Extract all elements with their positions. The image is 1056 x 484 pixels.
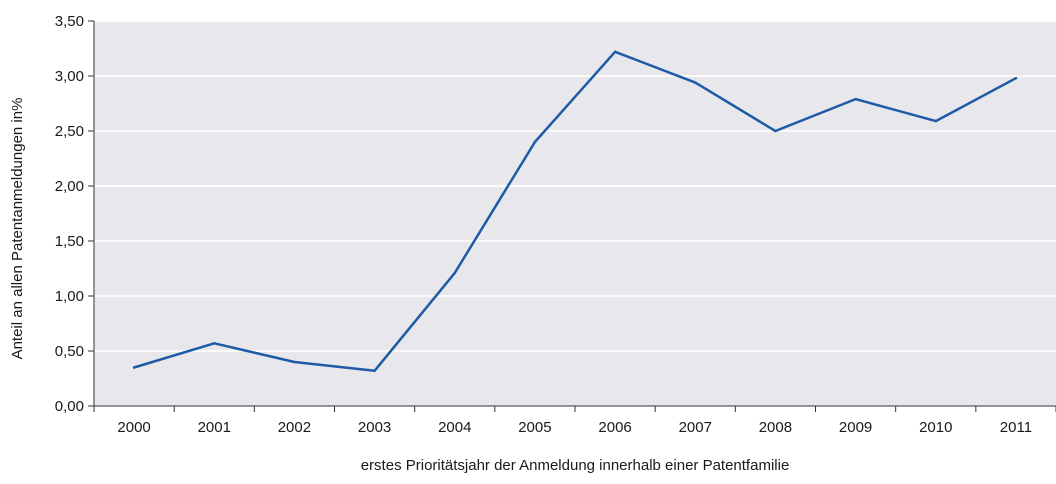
y-tick-label: 2,50 — [55, 123, 84, 140]
data-point — [132, 366, 136, 369]
x-tick-label: 2009 — [839, 419, 872, 436]
x-tick-label: 2008 — [759, 419, 792, 436]
x-tick-label: 2000 — [117, 419, 150, 436]
series-layer — [132, 50, 1018, 373]
x-axis-ticks: 2000 2001 2002 2003 2004 2005 2006 2007 2008 2009… — [93, 406, 1056, 436]
y-tick-label: 0,50 — [55, 343, 84, 360]
data-point — [453, 271, 456, 275]
x-tick-label: 2001 — [198, 419, 231, 436]
data-point — [533, 140, 537, 144]
data-point — [373, 369, 376, 372]
y-tick-label: 0,00 — [55, 398, 84, 415]
data-point — [213, 342, 216, 345]
x-tick-label: 2002 — [278, 419, 311, 436]
x-tick-label: 2004 — [438, 419, 471, 436]
series-line — [132, 50, 1018, 373]
data-point — [1014, 77, 1018, 80]
x-tick-label: 2006 — [598, 419, 631, 436]
data-point — [854, 97, 857, 101]
x-axis-title: erstes Prioritätsjahr der Anmeldung inne… — [361, 457, 790, 474]
data-point — [934, 119, 937, 123]
data-point — [613, 50, 617, 53]
y-axis-ticks: 0,00 0,50 1,00 1,50 2,00 2,50 3,00 3,50 — [55, 13, 94, 415]
y-tick-label: 1,50 — [55, 233, 84, 250]
x-tick-label: 2010 — [919, 419, 952, 436]
x-tick-label: 2007 — [679, 419, 712, 436]
x-tick-label: 2011 — [1000, 419, 1032, 436]
y-tick-label: 3,50 — [55, 13, 84, 30]
y-tick-label: 3,00 — [55, 68, 84, 85]
plot-area — [94, 21, 1056, 406]
x-tick-label: 2003 — [358, 419, 391, 436]
y-tick-label: 1,00 — [55, 288, 84, 305]
data-point — [694, 81, 697, 84]
y-tick-label: 2,00 — [55, 178, 84, 195]
gridlines — [94, 20, 1056, 352]
data-point — [293, 360, 296, 364]
x-tick-label: 2005 — [518, 419, 551, 436]
data-point — [774, 129, 777, 133]
y-axis-title: Anteil an allen Patentanmeldungen in% — [9, 98, 26, 360]
